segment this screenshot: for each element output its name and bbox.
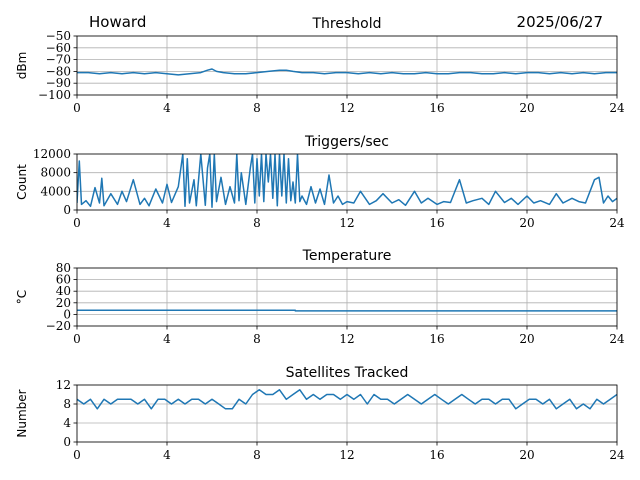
satellites-ylabel: Number bbox=[15, 389, 29, 437]
satellites-xtick-label: 8 bbox=[253, 448, 261, 462]
triggers-ylabel: Count bbox=[15, 164, 29, 200]
satellites-ytick-label: 8 bbox=[63, 397, 71, 411]
threshold-series-line bbox=[77, 68, 617, 76]
satellites-xtick-label: 20 bbox=[519, 448, 534, 462]
triggers-title: Triggers/sec bbox=[304, 134, 389, 150]
station-name: Howard bbox=[89, 13, 146, 31]
triggers-ytick-label: 4000 bbox=[40, 184, 71, 198]
satellites-title: Satellites Tracked bbox=[286, 365, 409, 381]
temperature-xtick-label: 20 bbox=[519, 332, 534, 346]
temperature-title: Temperature bbox=[302, 248, 392, 264]
triggers-xtick-label: 20 bbox=[519, 216, 534, 230]
threshold-ytick-label: −100 bbox=[38, 88, 71, 102]
temperature-ytick-label: 20 bbox=[56, 296, 71, 310]
threshold-xtick-label: 16 bbox=[429, 101, 444, 115]
satellites-xtick-label: 4 bbox=[163, 448, 171, 462]
triggers-xtick-label: 4 bbox=[163, 216, 171, 230]
temperature-ylabel: °C bbox=[15, 290, 29, 304]
temperature-ytick-label: −20 bbox=[46, 319, 71, 333]
temperature-xtick-label: 24 bbox=[609, 332, 625, 346]
threshold-xtick-label: 12 bbox=[339, 101, 354, 115]
satellites-ytick-label: 0 bbox=[63, 435, 71, 449]
satellites-xtick-label: 12 bbox=[339, 448, 354, 462]
triggers-series-line bbox=[77, 154, 617, 208]
threshold-ytick-label: −60 bbox=[46, 41, 71, 55]
triggers-ytick-label: 12000 bbox=[33, 147, 71, 161]
threshold-ytick-label: −70 bbox=[46, 53, 71, 67]
satellites-panel: 0 4 8 12 16 20 24 0 4 8 12 Satellites Tracked Number bbox=[15, 365, 625, 462]
satellites-xtick-label: 24 bbox=[609, 448, 625, 462]
threshold-xtick-label: 24 bbox=[609, 101, 625, 115]
triggers-xtick-label: 12 bbox=[339, 216, 354, 230]
temperature-xtick-label: 12 bbox=[339, 332, 354, 346]
threshold-ylabel: dBm bbox=[15, 52, 29, 80]
satellites-xtick-label: 16 bbox=[429, 448, 444, 462]
triggers-xtick-label: 16 bbox=[429, 216, 444, 230]
triggers-xtick-label: 0 bbox=[73, 216, 81, 230]
temperature-xtick-label: 16 bbox=[429, 332, 444, 346]
threshold-xtick-label: 8 bbox=[253, 101, 261, 115]
threshold-xtick-label: 20 bbox=[519, 101, 534, 115]
temperature-xtick-label: 4 bbox=[163, 332, 171, 346]
temperature-series-line bbox=[77, 309, 617, 312]
satellites-ytick-label: 4 bbox=[63, 416, 71, 430]
triggers-ytick-label: 0 bbox=[63, 203, 71, 217]
triggers-xtick-label: 8 bbox=[253, 216, 261, 230]
temperature-ytick-label: 80 bbox=[56, 261, 71, 275]
threshold-ytick-label: −50 bbox=[46, 29, 71, 43]
triggers-panel: 0 4 8 12 16 20 24 0 4000 8000 12000 Triggers/sec Cou… bbox=[15, 134, 625, 230]
threshold-ytick-label: −80 bbox=[46, 64, 71, 78]
satellites-series-line bbox=[77, 389, 617, 410]
report-date: 2025/06/27 bbox=[517, 13, 603, 31]
temperature-ytick-label: 60 bbox=[56, 273, 71, 287]
triggers-xtick-label: 24 bbox=[609, 216, 625, 230]
temperature-ytick-label: 0 bbox=[63, 307, 71, 321]
threshold-xtick-label: 4 bbox=[163, 101, 171, 115]
temperature-xtick-label: 8 bbox=[253, 332, 261, 346]
threshold-panel: 0 4 8 12 16 20 24 −100−90−80−70−60−50 Threshold d… bbox=[15, 16, 625, 115]
threshold-title: Threshold bbox=[312, 16, 382, 32]
threshold-xtick-label: 0 bbox=[73, 101, 81, 115]
threshold-ytick-label: −90 bbox=[46, 76, 71, 90]
temperature-ytick-label: 40 bbox=[56, 284, 71, 298]
triggers-ytick-label: 8000 bbox=[40, 166, 71, 180]
temperature-xtick-label: 0 bbox=[73, 332, 81, 346]
satellites-ytick-label: 12 bbox=[56, 378, 71, 392]
satellites-xtick-label: 0 bbox=[73, 448, 81, 462]
